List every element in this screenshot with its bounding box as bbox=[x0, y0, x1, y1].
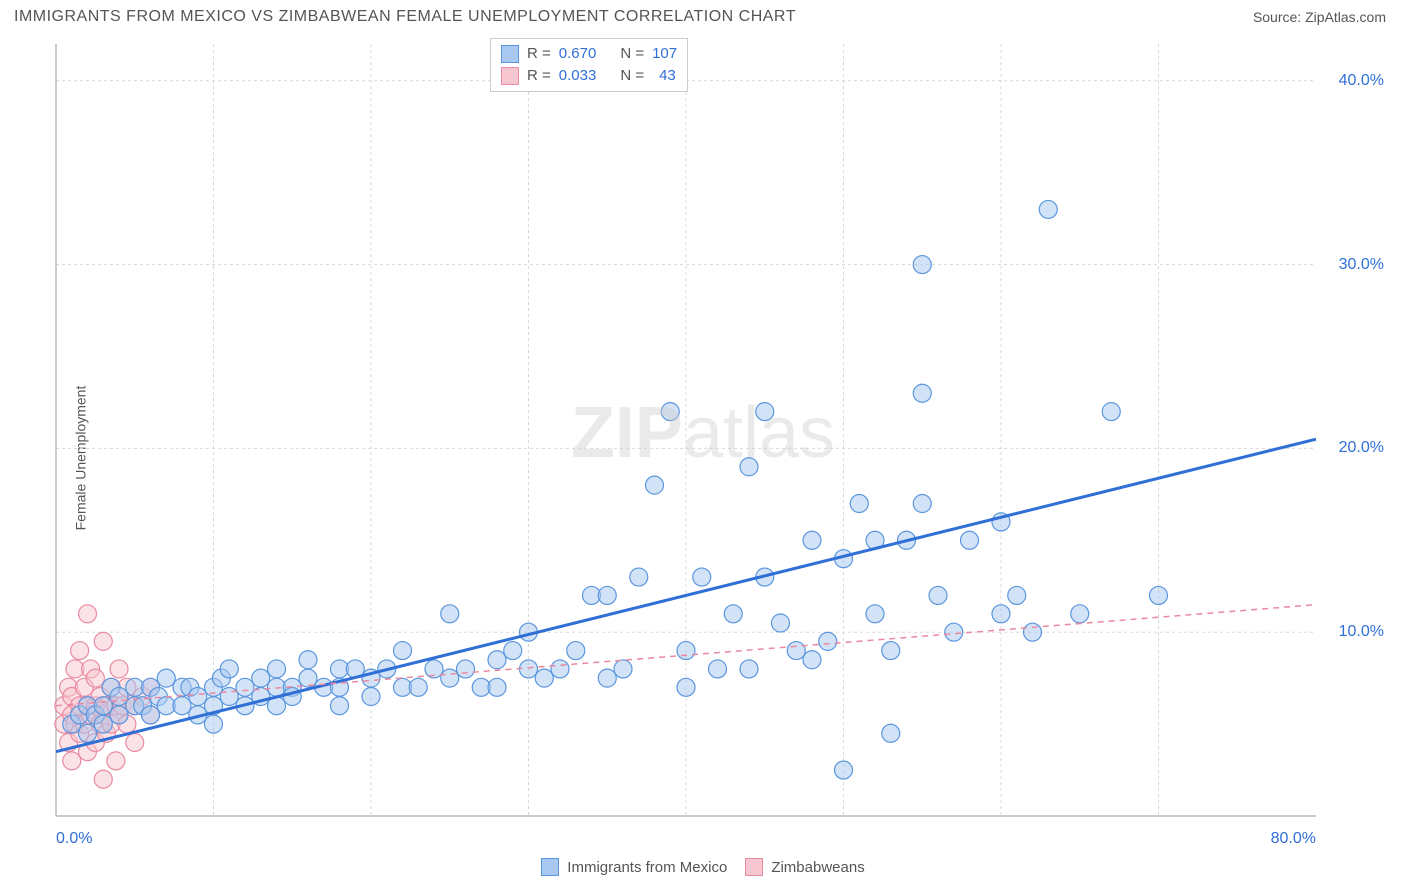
series-legend: Immigrants from Mexico Zimbabweans bbox=[0, 852, 1406, 882]
swatch-mexico bbox=[501, 45, 519, 63]
n-value-mexico: 107 bbox=[652, 43, 677, 65]
correlation-row-mexico: R = 0.670 N = 107 bbox=[501, 43, 677, 65]
series-mexico bbox=[63, 200, 1168, 779]
swatch-zimbabweans bbox=[501, 67, 519, 85]
legend-item-mexico: Immigrants from Mexico bbox=[541, 858, 727, 876]
swatch-zimbabweans-icon bbox=[745, 858, 763, 876]
chart-title: IMMIGRANTS FROM MEXICO VS ZIMBABWEAN FEM… bbox=[14, 8, 796, 26]
plot-area: Female Unemployment ZIPatlas R = 0.670 N… bbox=[0, 34, 1406, 882]
source-label: Source: bbox=[1253, 9, 1301, 25]
r-label: R = bbox=[527, 43, 551, 65]
correlation-row-zimbabweans: R = 0.033 N = 43 bbox=[501, 65, 677, 87]
y-tick-label: 30.0% bbox=[1339, 256, 1384, 274]
n-label: N = bbox=[620, 43, 644, 65]
y-tick-label: 10.0% bbox=[1339, 623, 1384, 641]
legend-item-zimbabweans: Zimbabweans bbox=[745, 858, 864, 876]
source-attribution: Source: ZipAtlas.com bbox=[1253, 9, 1386, 25]
y-tick-label: 20.0% bbox=[1339, 439, 1384, 457]
r-value-mexico: 0.670 bbox=[559, 43, 597, 65]
x-tick-label: 0.0% bbox=[56, 830, 92, 848]
r-value-zimbabweans: 0.033 bbox=[559, 65, 597, 87]
source-name: ZipAtlas.com bbox=[1305, 9, 1386, 25]
legend-label-mexico: Immigrants from Mexico bbox=[567, 859, 727, 876]
r-label: R = bbox=[527, 65, 551, 87]
correlation-legend: R = 0.670 N = 107 R = 0.033 N = 43 bbox=[490, 38, 688, 92]
n-value-zimbabweans: 43 bbox=[652, 65, 676, 87]
y-tick-label: 40.0% bbox=[1339, 72, 1384, 90]
scatter-plot-svg bbox=[48, 34, 1388, 846]
legend-label-zimbabweans: Zimbabweans bbox=[771, 859, 864, 876]
n-label: N = bbox=[620, 65, 644, 87]
swatch-mexico-icon bbox=[541, 858, 559, 876]
x-tick-label: 80.0% bbox=[1271, 830, 1316, 848]
header-bar: IMMIGRANTS FROM MEXICO VS ZIMBABWEAN FEM… bbox=[0, 0, 1406, 34]
